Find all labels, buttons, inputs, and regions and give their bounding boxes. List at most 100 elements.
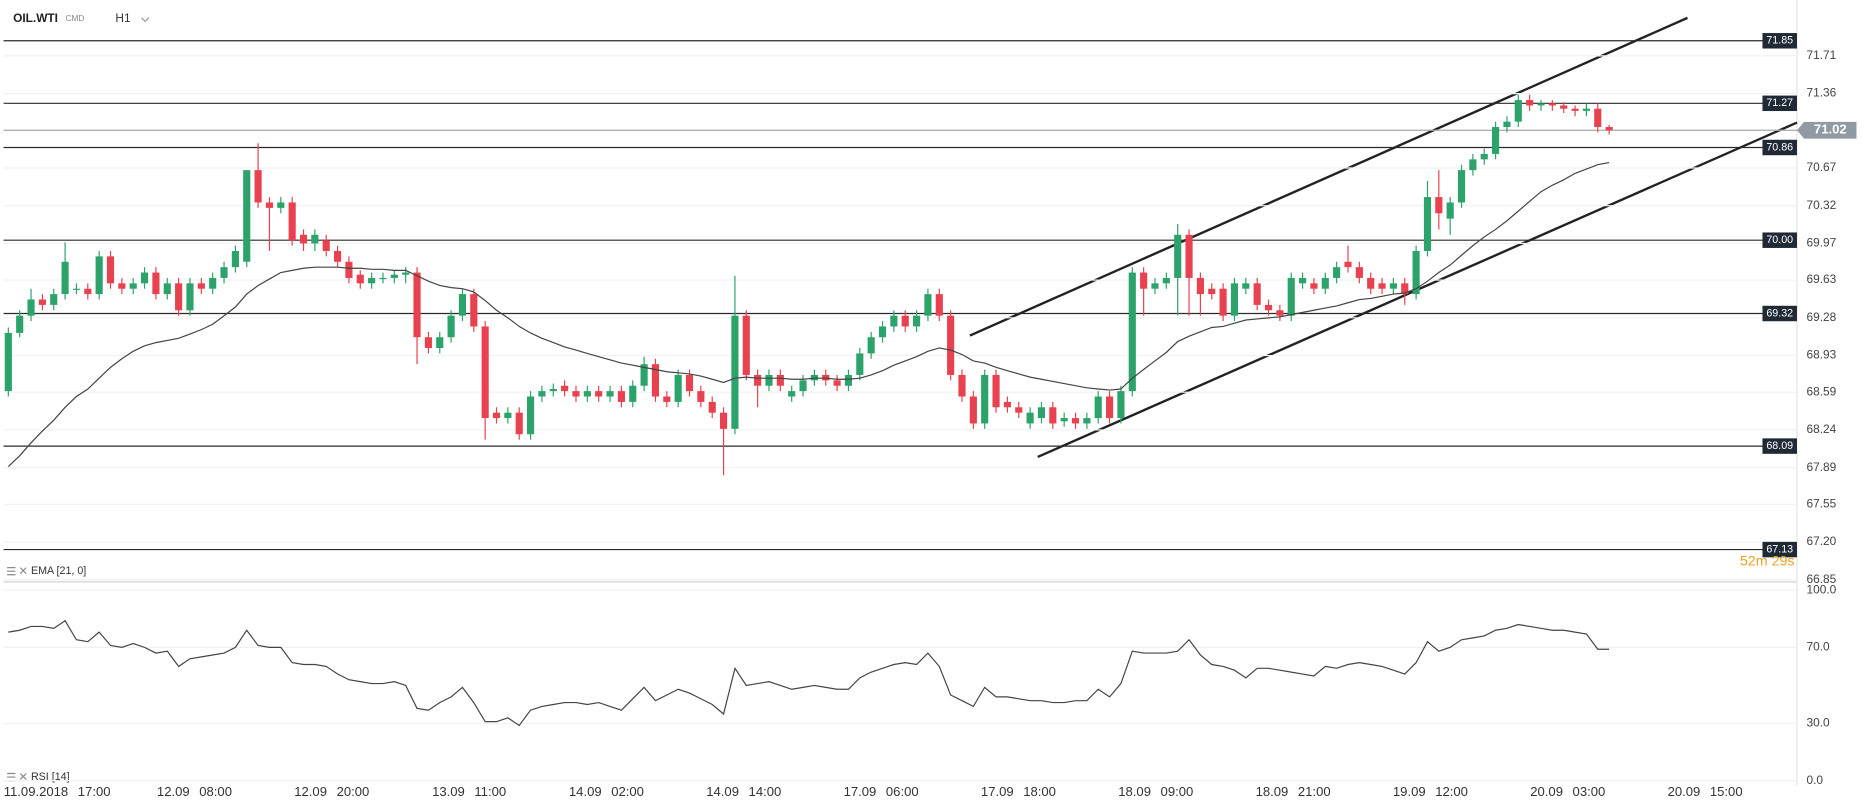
candle-body	[1003, 401, 1011, 408]
candle-body	[368, 277, 376, 284]
candle-body	[685, 374, 694, 392]
candle-body	[1015, 407, 1023, 413]
y-tick-label: 66.85	[1806, 572, 1836, 586]
candle-body	[1571, 108, 1579, 111]
candle-body	[844, 374, 853, 386]
menu-icon[interactable]	[7, 567, 16, 576]
candle-body	[1412, 250, 1420, 295]
candle-body	[95, 256, 103, 295]
candle-body	[436, 337, 444, 349]
candle-body	[663, 396, 671, 402]
candle-body	[538, 391, 546, 397]
candle-body	[651, 364, 660, 397]
candle-body	[447, 315, 455, 338]
level-label: 68.09	[1766, 440, 1793, 452]
candle-body	[38, 299, 46, 305]
candle-body	[504, 412, 512, 419]
grid	[3, 55, 1797, 581]
x-tick-label: 18.09 21:00	[1256, 784, 1331, 799]
x-tick-label: 17.09 06:00	[844, 784, 919, 799]
y-tick-label: 69.63	[1806, 272, 1836, 286]
candle-body	[947, 315, 955, 375]
candle-body	[901, 315, 909, 327]
trend-line[interactable]	[969, 16, 1688, 337]
x-tick-label: 13.09 11:00	[432, 784, 506, 799]
timeframe[interactable]: H1	[115, 11, 131, 25]
candle-body	[561, 385, 569, 392]
candle-body	[390, 274, 398, 278]
candle-body	[288, 202, 296, 241]
level-label: 71.27	[1766, 97, 1793, 109]
candle-body	[913, 315, 921, 327]
x-tick-label: 12.09 08:00	[157, 784, 232, 799]
candle-body	[1026, 412, 1034, 424]
candle-body	[1140, 272, 1148, 289]
candle-body	[27, 299, 35, 316]
level-tag	[1762, 139, 1797, 156]
candle-body	[549, 388, 557, 392]
candle-body	[935, 294, 943, 316]
x-tick-label: 18.09 09:00	[1118, 784, 1193, 799]
candle-body	[1378, 283, 1386, 289]
level-tag	[1762, 33, 1797, 49]
candle-body	[1389, 283, 1397, 289]
y-tick-label: 0.0	[1806, 773, 1823, 787]
level-tag	[1762, 232, 1797, 248]
candle-body	[175, 283, 183, 311]
candle-body	[1492, 127, 1500, 154]
level-label: 67.13	[1766, 543, 1793, 555]
candle-body	[1185, 234, 1193, 278]
candle-body	[1230, 283, 1239, 316]
level-tag	[1762, 95, 1797, 112]
candle-body	[1174, 234, 1182, 278]
close-icon[interactable]	[19, 773, 27, 780]
x-tick-label: 14.09 02:00	[569, 784, 644, 799]
candle-body	[788, 391, 796, 397]
last-price-tag	[1796, 121, 1857, 139]
level-label: 70.86	[1766, 141, 1793, 153]
y-tick-label: 67.89	[1806, 460, 1836, 474]
timeframe-dropdown[interactable]	[141, 17, 150, 23]
symbol[interactable]: OIL.WTI	[13, 11, 58, 25]
x-tick-label: 12.09 20:00	[294, 784, 369, 799]
candle-body	[1106, 396, 1114, 419]
candle-body	[1355, 267, 1363, 278]
candle-body	[1457, 170, 1466, 203]
candle-body	[4, 332, 12, 392]
y-tick-label: 69.28	[1806, 310, 1836, 324]
candle-body	[61, 261, 69, 295]
candle-body	[1537, 103, 1545, 106]
candle-body	[356, 274, 364, 284]
ema-panel-label: EMA [21, 0]	[7, 565, 86, 577]
candle-body	[322, 240, 330, 251]
candle-body	[629, 385, 637, 402]
y-tick-label: 68.93	[1806, 348, 1836, 362]
candle-body	[243, 170, 251, 262]
y-tick-label: 68.59	[1806, 384, 1836, 398]
candle-body	[16, 315, 24, 333]
candle-body	[878, 326, 887, 338]
candle-body	[1128, 272, 1136, 392]
candle-body	[765, 374, 773, 386]
candle-body	[1162, 277, 1170, 284]
candle-body	[1117, 391, 1125, 419]
x-tick-label: 11.09.2018 17:00	[4, 784, 111, 799]
candle-body	[209, 277, 217, 289]
candle-body	[969, 396, 977, 424]
y-tick-label: 71.71	[1806, 48, 1836, 62]
level-tag	[1762, 541, 1797, 558]
candle-body	[50, 294, 58, 305]
candle-body	[890, 315, 898, 327]
candle-body	[265, 202, 274, 208]
indicator-label: EMA [21, 0]	[31, 565, 86, 577]
candle-body	[333, 250, 342, 262]
candle-body	[1401, 283, 1409, 295]
candle-body	[424, 337, 432, 349]
candle-body	[1367, 277, 1375, 289]
candle-body	[924, 294, 932, 316]
candle-body	[1605, 127, 1613, 131]
grid	[3, 589, 1797, 782]
close-icon[interactable]	[19, 567, 27, 575]
